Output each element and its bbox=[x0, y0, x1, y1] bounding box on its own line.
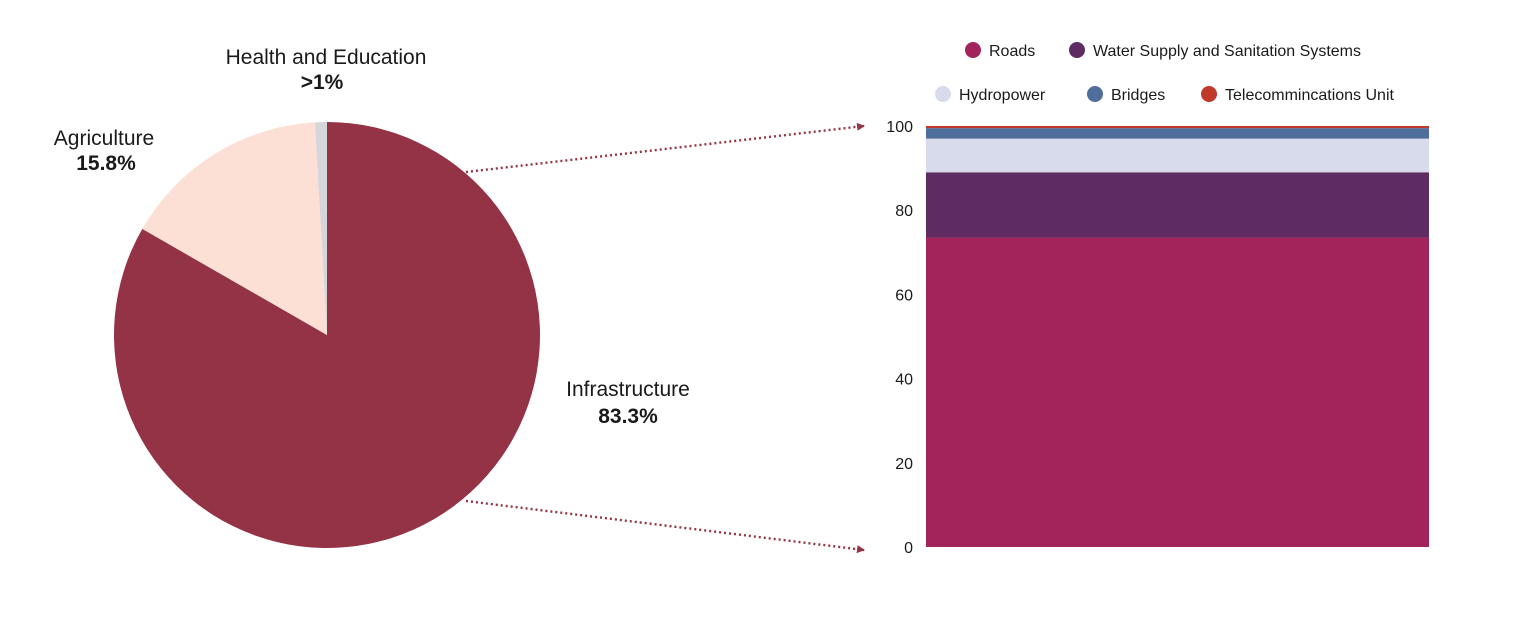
pie-slice-agriculture bbox=[142, 122, 327, 335]
legend-swatch-roads bbox=[965, 42, 981, 58]
legend-swatch-hydropower bbox=[935, 86, 951, 102]
pie-label-infrastructure-name: Infrastructure bbox=[566, 378, 690, 401]
legend-label-roads: Roads bbox=[989, 43, 1035, 60]
y-tick-label-60: 60 bbox=[895, 287, 913, 304]
connector-arrow-top bbox=[465, 122, 865, 174]
legend-label-water-supply-and-sanitation-systems: Water Supply and Sanitation Systems bbox=[1093, 43, 1361, 60]
y-tick-label-40: 40 bbox=[895, 372, 913, 389]
legend-item-hydropower: Hydropower bbox=[935, 86, 1046, 104]
bar-segment-hydropower bbox=[926, 138, 1429, 173]
pie-labels: Infrastructure 83.3% Agriculture 15.8% H… bbox=[54, 46, 690, 428]
pie-label-agriculture-name: Agriculture bbox=[54, 127, 154, 150]
legend-label-bridges: Bridges bbox=[1111, 87, 1165, 104]
pie-label-health-education-value: >1% bbox=[301, 71, 344, 94]
pie-label-health-education-name: Health and Education bbox=[226, 46, 427, 69]
legend-swatch-telecommincations-unit bbox=[1201, 86, 1217, 102]
y-tick-label-0: 0 bbox=[904, 540, 913, 557]
legend-item-telecommincations-unit: Telecommincations Unit bbox=[1201, 86, 1395, 104]
stacked-bar-chart: 0 20 40 60 80 100 bbox=[886, 119, 1429, 557]
pie-slice-infrastructure bbox=[113, 122, 540, 548]
y-tick-label-20: 20 bbox=[895, 456, 913, 473]
legend-item-bridges: Bridges bbox=[1087, 86, 1165, 104]
bar-segment-telecommincations-unit bbox=[926, 126, 1429, 129]
pie-slice-health-and-education bbox=[314, 122, 327, 335]
bar-segment-bridges bbox=[926, 128, 1429, 139]
pie-chart bbox=[113, 122, 540, 548]
bar-legend: Roads Water Supply and Sanitation Systems… bbox=[935, 42, 1395, 104]
pie-to-bar-connectors bbox=[465, 122, 865, 554]
legend-label-telecommincations-unit: Telecommincations Unit bbox=[1225, 87, 1395, 104]
pie-label-infrastructure-value: 83.3% bbox=[598, 405, 658, 428]
legend-item-water-supply-and-sanitation-systems: Water Supply and Sanitation Systems bbox=[1069, 42, 1361, 60]
bar-segment-roads bbox=[926, 237, 1429, 547]
legend-swatch-bridges bbox=[1087, 86, 1103, 102]
y-tick-label-80: 80 bbox=[895, 203, 913, 220]
pie-label-agriculture-value: 15.8% bbox=[76, 152, 136, 175]
legend-swatch-water-supply-and-sanitation-systems bbox=[1069, 42, 1085, 58]
connector-arrow-bottom bbox=[465, 499, 865, 554]
legend-label-hydropower: Hydropower bbox=[959, 87, 1046, 104]
legend-item-roads: Roads bbox=[965, 42, 1035, 60]
y-tick-label-100: 100 bbox=[886, 119, 913, 136]
bar-segment-water-supply-and-sanitation-systems bbox=[926, 172, 1429, 238]
